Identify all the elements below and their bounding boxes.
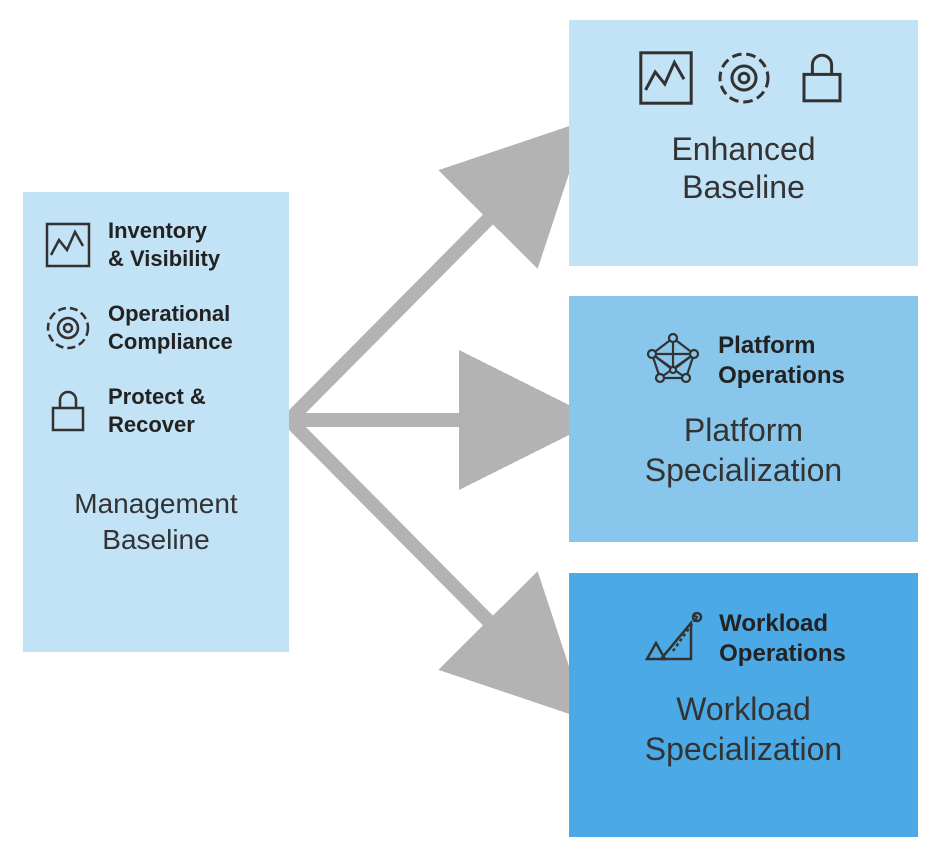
workload-ops-label: Workload Operations (719, 609, 846, 669)
inventory-row: Inventory & Visibility (43, 217, 269, 272)
workload-specialization-box: Workload Operations Workload Specializat… (569, 573, 918, 837)
enhanced-baseline-box: Enhanced Baseline (569, 20, 918, 266)
gear-icon (714, 48, 774, 108)
lock-icon (43, 386, 93, 436)
compliance-label: Operational Compliance (108, 300, 233, 355)
platform-specialization-title: Platform Specialization (593, 410, 894, 490)
growth-icon (641, 607, 705, 671)
management-baseline-title: Management Baseline (43, 486, 269, 559)
compliance-row: Operational Compliance (43, 300, 269, 355)
enhanced-baseline-title: Enhanced Baseline (671, 130, 815, 207)
management-baseline-box: Inventory & Visibility Operational Compl… (23, 192, 289, 652)
platform-specialization-box: Platform Operations Platform Specializat… (569, 296, 918, 542)
chart-icon (43, 220, 93, 270)
workload-ops-row: Workload Operations (593, 607, 894, 671)
workload-specialization-title: Workload Specialization (593, 689, 894, 769)
platform-ops-label: Platform Operations (718, 331, 845, 391)
chart-icon (636, 48, 696, 108)
gear-icon (43, 303, 93, 353)
enhanced-icons-row (636, 48, 852, 108)
arrow-to-enhanced (289, 150, 557, 420)
network-icon (642, 330, 704, 392)
arrow-to-workload (289, 420, 557, 690)
platform-ops-row: Platform Operations (593, 330, 894, 392)
arrows-container (289, 120, 569, 740)
inventory-label: Inventory & Visibility (108, 217, 220, 272)
protect-label: Protect & Recover (108, 383, 206, 438)
lock-icon (792, 48, 852, 108)
protect-row: Protect & Recover (43, 383, 269, 438)
